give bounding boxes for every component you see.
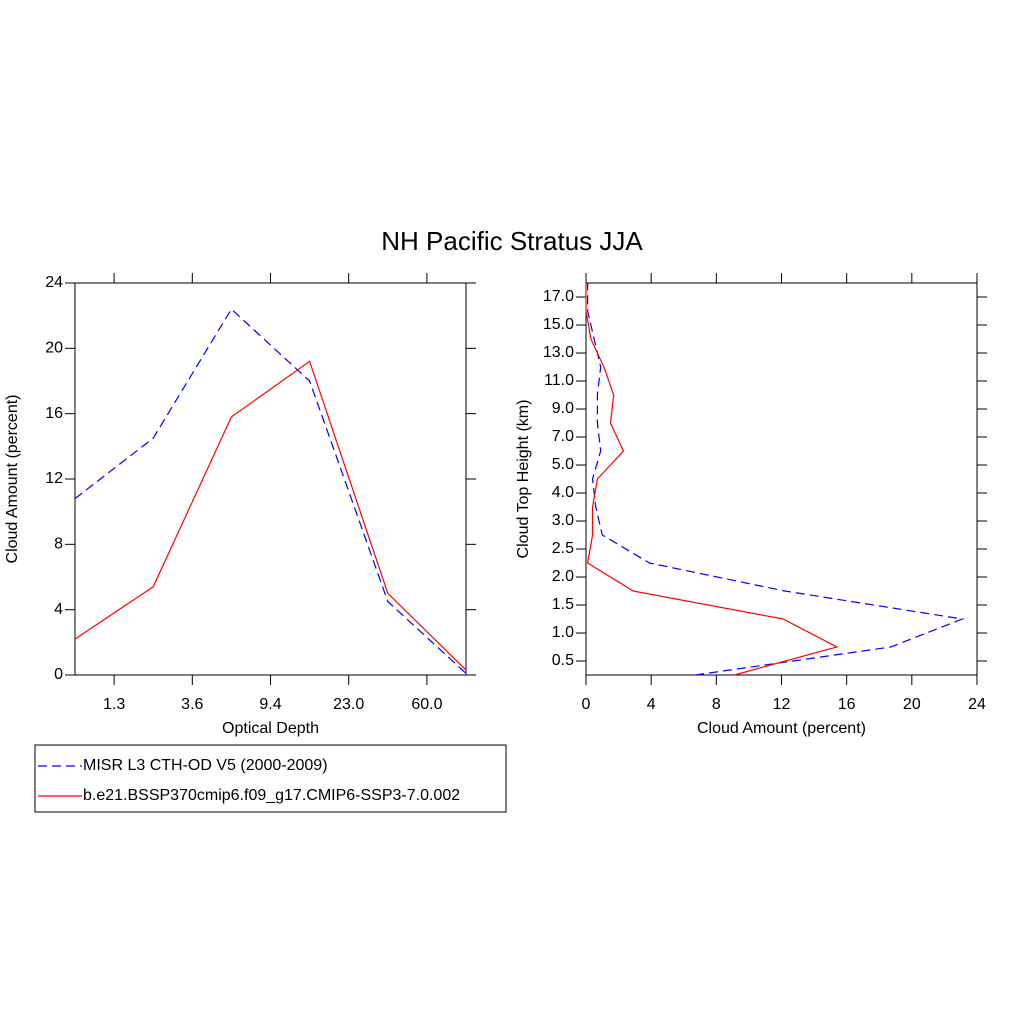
- x-tick-label: 16: [838, 696, 856, 713]
- x-tick-label: 0: [582, 696, 591, 713]
- x-tick-label: 8: [712, 696, 721, 713]
- y-tick-label: 20: [45, 340, 63, 357]
- x-axis-label: Cloud Amount (percent): [697, 720, 866, 737]
- x-tick-label: 9.4: [259, 696, 281, 713]
- y-tick-label: 7.0: [552, 428, 574, 445]
- x-tick-label: 1.3: [103, 696, 125, 713]
- series-line: [74, 360, 467, 671]
- x-tick-label: 3.6: [181, 696, 203, 713]
- y-tick-label: 0.5: [552, 652, 574, 669]
- legend-label: MISR L3 CTH-OD V5 (2000-2009): [83, 757, 328, 774]
- y-tick-label: 12: [45, 470, 63, 487]
- y-tick-label: 2.5: [552, 540, 574, 557]
- y-tick-label: 1.0: [552, 624, 574, 641]
- y-tick-label: 4: [54, 601, 63, 618]
- series-line: [74, 308, 467, 674]
- y-tick-label: 16: [45, 405, 63, 422]
- x-tick-label: 23.0: [333, 696, 364, 713]
- y-tick-label: 3.0: [552, 512, 574, 529]
- y-tick-label: 5.0: [552, 456, 574, 473]
- y-tick-label: 24: [45, 274, 63, 291]
- y-tick-label: 11.0: [544, 372, 574, 389]
- x-tick-label: 12: [773, 696, 791, 713]
- x-tick-label: 20: [903, 696, 921, 713]
- y-tick-label: 2.0: [552, 568, 574, 585]
- y-tick-label: 17.0: [543, 288, 574, 305]
- x-axis-label: Optical Depth: [222, 720, 319, 737]
- series-line: [585, 283, 839, 676]
- chart-title: NH Pacific Stratus JJA: [381, 226, 643, 256]
- series-line: [587, 283, 965, 676]
- plot-frame: [585, 282, 978, 676]
- y-tick-label: 8: [54, 536, 63, 553]
- x-tick-label: 4: [647, 696, 656, 713]
- x-tick-label: 60.0: [411, 696, 442, 713]
- y-tick-label: 1.5: [552, 596, 574, 613]
- legend-label: b.e21.BSSP370cmip6.f09_g17.CMIP6-SSP3-7.…: [83, 787, 460, 804]
- y-tick-label: 15.0: [543, 316, 574, 333]
- y-tick-label: 0: [54, 666, 63, 683]
- y-tick-label: 9.0: [552, 400, 574, 417]
- plot-frame: [74, 282, 467, 676]
- x-tick-label: 24: [968, 696, 986, 713]
- legend-box: [34, 744, 507, 813]
- y-axis-label: Cloud Top Height (km): [515, 400, 532, 559]
- y-axis-label: Cloud Amount (percent): [4, 395, 21, 564]
- y-tick-label: 13.0: [543, 344, 574, 361]
- y-tick-label: 4.0: [552, 484, 574, 501]
